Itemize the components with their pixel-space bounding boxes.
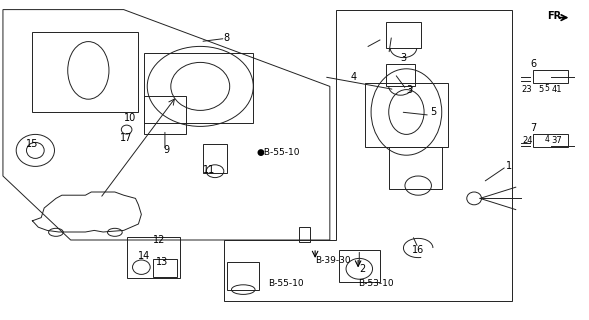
Bar — [386, 22, 421, 48]
Text: 10: 10 — [124, 113, 135, 124]
Bar — [127, 237, 180, 278]
Text: 7: 7 — [530, 123, 536, 133]
Text: FR.: FR. — [548, 11, 565, 21]
Bar — [32, 32, 138, 112]
Bar — [299, 227, 310, 242]
Text: 14: 14 — [138, 251, 150, 261]
Text: 1: 1 — [507, 161, 512, 172]
Text: 2: 2 — [359, 264, 365, 274]
Bar — [144, 96, 186, 134]
Text: 37: 37 — [551, 136, 562, 145]
Text: B-53-10: B-53-10 — [358, 279, 393, 288]
Text: 4: 4 — [544, 135, 549, 144]
Bar — [386, 64, 415, 86]
Bar — [227, 262, 259, 290]
Bar — [533, 134, 568, 147]
Text: 8: 8 — [224, 33, 230, 44]
Text: 41: 41 — [551, 85, 562, 94]
Text: 3: 3 — [406, 84, 412, 95]
Text: 13: 13 — [156, 257, 168, 268]
Bar — [153, 259, 177, 277]
Text: 5: 5 — [544, 84, 549, 93]
Text: B-55-10: B-55-10 — [268, 279, 303, 288]
Bar — [533, 70, 568, 83]
Bar — [144, 53, 253, 123]
Text: 17: 17 — [120, 132, 133, 143]
Text: 11: 11 — [203, 164, 215, 175]
Text: 23: 23 — [522, 85, 532, 94]
Text: 16: 16 — [412, 244, 424, 255]
Text: 6: 6 — [530, 59, 536, 69]
Text: 3: 3 — [401, 52, 406, 63]
Text: 9: 9 — [164, 145, 170, 156]
Text: 15: 15 — [26, 139, 39, 149]
Text: B-39-30: B-39-30 — [315, 256, 350, 265]
Text: 5: 5 — [430, 107, 436, 117]
Text: 12: 12 — [153, 235, 166, 245]
Text: 5: 5 — [538, 85, 543, 94]
Text: 4: 4 — [350, 72, 356, 82]
Text: ●B-55-10: ●B-55-10 — [256, 148, 300, 156]
Bar — [339, 250, 380, 282]
Bar — [203, 144, 227, 173]
Bar — [389, 147, 442, 189]
Text: 24: 24 — [522, 136, 532, 145]
Bar — [365, 83, 448, 147]
